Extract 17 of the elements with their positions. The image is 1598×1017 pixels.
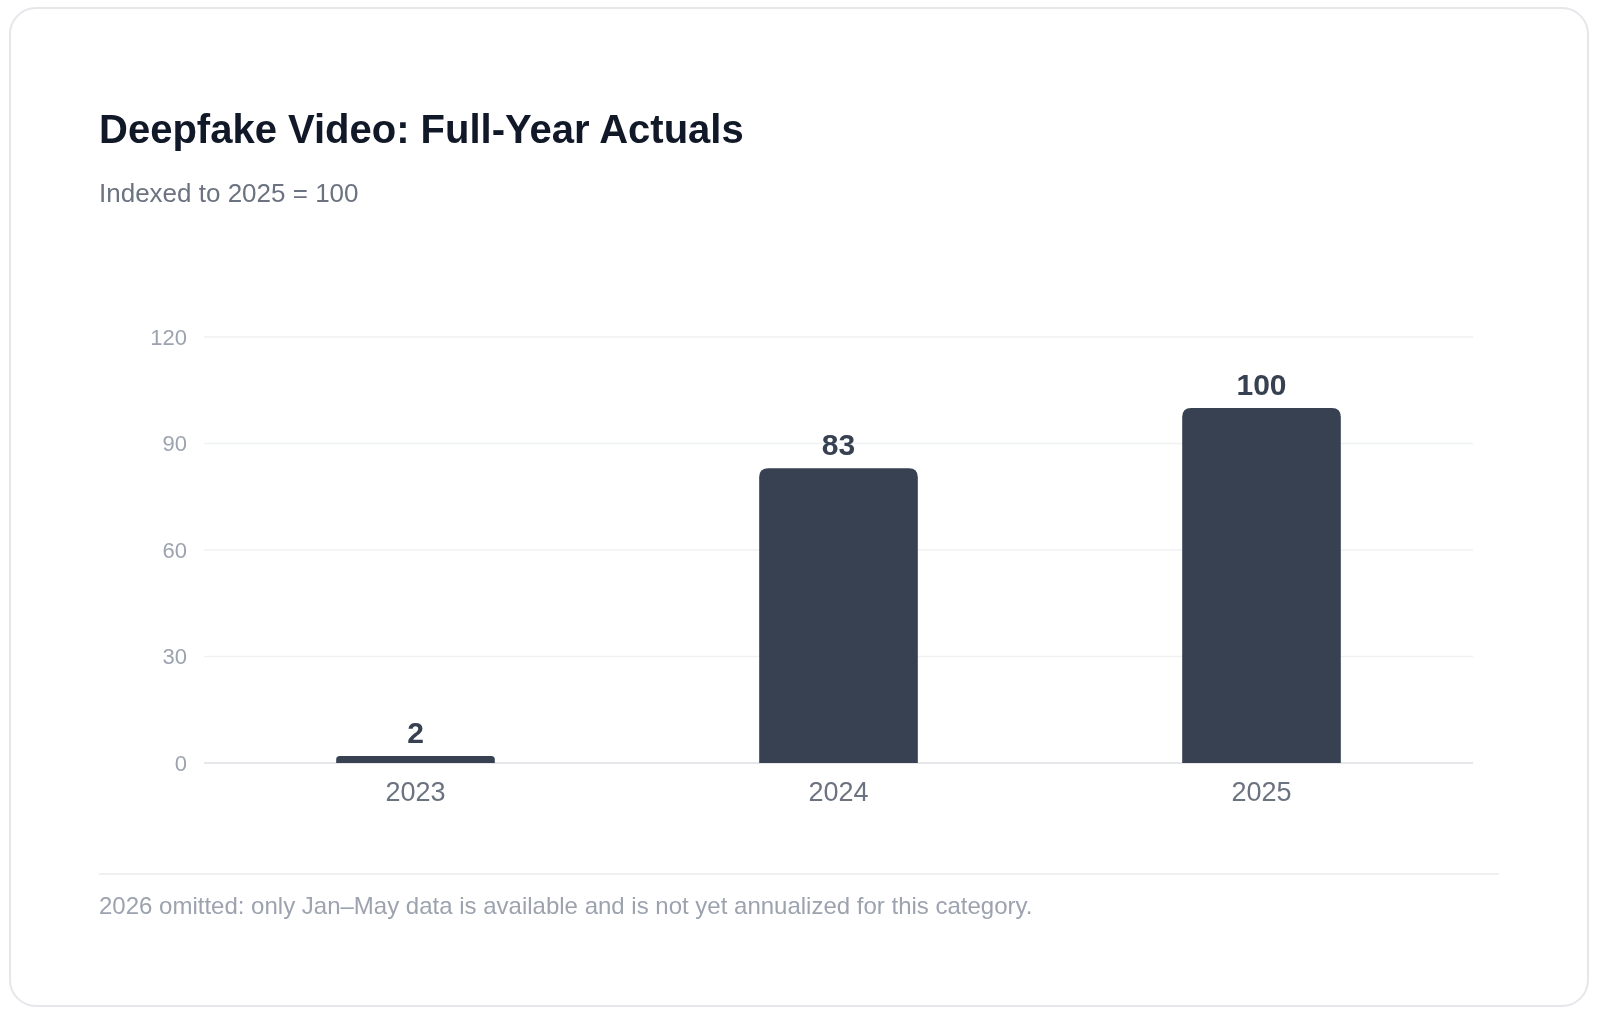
text: 2026 omitted: only Jan–May data is available and is not yet annualized for this category. (99, 892, 1033, 919)
bar (1182, 408, 1341, 763)
x-tick-label: 2025 (1231, 777, 1292, 807)
data-label: 83 (821, 428, 856, 462)
x-tick-label: 2024 (808, 777, 869, 807)
bar (336, 755, 495, 763)
data-label: 2 (407, 715, 424, 749)
y-tick-label: 30 (162, 644, 187, 670)
y-tick-label: 90 (162, 431, 187, 457)
y-tick-label: 120 (150, 324, 187, 350)
y-tick-label: 0 (174, 750, 187, 776)
x-tick-label: 2023 (385, 777, 446, 807)
chart-title: Deepfake Video: Full-Year Actuals (99, 107, 744, 151)
y-tick-label: 60 (162, 537, 187, 563)
chart-subtitle: Indexed to 2025 = 100 (99, 178, 359, 208)
bar (759, 468, 918, 763)
data-label: 100 (1236, 368, 1287, 401)
